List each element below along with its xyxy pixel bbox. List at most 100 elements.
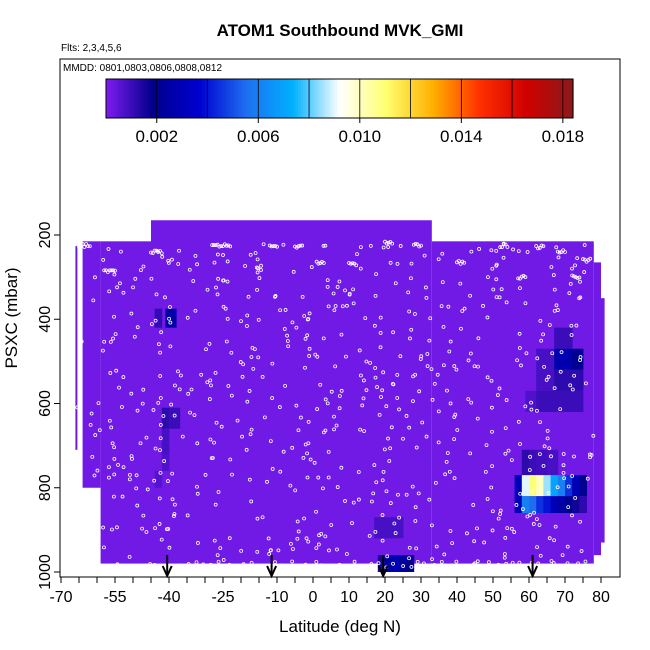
sample-marker [429,367,434,371]
sample-marker [314,509,318,514]
sample-marker [127,554,132,559]
heatmap-cell [572,348,584,370]
sample-marker [368,360,373,365]
sample-marker [373,293,378,298]
sample-marker [380,388,385,393]
sample-marker [487,560,491,565]
sample-marker [97,428,102,433]
sample-marker [443,472,448,477]
sample-marker [448,529,453,533]
colorbar-segment [451,79,455,118]
sample-marker [417,389,422,394]
sample-marker [490,266,495,271]
sample-marker [574,323,579,328]
sample-marker [539,243,544,248]
heatmap-cell [521,475,530,497]
sample-marker [359,373,363,378]
sample-marker [305,475,310,480]
sample-marker [551,273,556,277]
sample-marker [208,562,213,567]
colorbar-segment [461,79,465,118]
sample-marker [291,269,296,274]
sample-marker [542,365,547,369]
sample-marker [503,242,508,247]
sample-marker [158,470,163,475]
sample-marker [229,393,234,398]
dates-note: MMDD: 0801,0803,0806,0808,0812 [63,63,222,74]
sample-marker [321,486,325,491]
sample-marker [535,408,539,413]
colorbar-segment [562,79,566,118]
colorbar-segment [269,79,273,118]
sample-marker [223,306,228,311]
sample-marker [123,565,128,570]
sample-marker [414,445,419,450]
sample-marker [490,509,495,514]
sample-marker [529,400,533,405]
sample-marker [371,491,376,496]
sample-marker [172,514,176,518]
sample-marker [575,276,580,280]
sample-marker [549,454,553,459]
sample-marker [377,412,382,417]
sample-marker [329,389,334,394]
colorbar-segment [386,79,390,118]
colorbar-segment [570,79,574,118]
sample-marker [314,546,319,551]
heatmap-cell [565,496,573,514]
colorbar-segment [477,79,481,118]
sample-marker [455,428,460,432]
sample-marker [352,559,357,564]
sample-marker [504,300,509,305]
sample-marker [325,401,330,406]
sample-marker [556,255,561,260]
sample-marker [199,372,204,377]
sample-marker [135,503,140,508]
sample-marker [259,268,263,272]
sample-marker [93,275,97,280]
sample-marker [207,397,212,401]
sample-marker [309,265,314,269]
sample-marker [268,439,273,444]
sample-marker [516,249,521,254]
colorbar-segment [539,79,543,118]
sample-marker [111,268,116,273]
colorbar-segment [297,79,302,118]
sample-marker [380,513,385,517]
sample-marker [195,441,200,446]
colorbar-segment [118,79,123,118]
sample-marker [588,455,592,460]
sample-marker [566,505,571,510]
sample-marker [319,531,324,536]
heatmap-cell [154,308,163,328]
sample-marker [411,242,416,247]
sample-marker [295,536,300,541]
sample-marker [345,303,349,308]
colorbar-tick-label: 0.006 [237,127,280,146]
sample-marker [573,496,578,500]
colorbar-segment [528,79,533,118]
x-tick-label: -10 [265,589,288,606]
colorbar-segment [505,79,509,118]
sample-marker [114,368,119,373]
heatmap-cell [406,555,415,572]
sample-marker [505,245,510,249]
sample-marker [93,433,98,437]
sample-marker [115,285,119,290]
sample-marker [499,287,504,292]
sample-marker [452,476,457,481]
sample-marker [256,317,261,322]
sample-marker [160,254,165,259]
sample-marker [531,522,536,526]
sample-marker [261,242,266,247]
heatmap-cell [529,496,537,514]
sample-marker [214,285,218,290]
sample-marker [422,253,427,258]
colorbar-segment [531,79,535,118]
sample-marker [305,451,309,456]
sample-marker [224,339,229,344]
sample-marker [121,375,126,379]
sample-marker [584,381,588,386]
sample-marker [280,563,284,568]
colorbar-segment [541,79,546,118]
